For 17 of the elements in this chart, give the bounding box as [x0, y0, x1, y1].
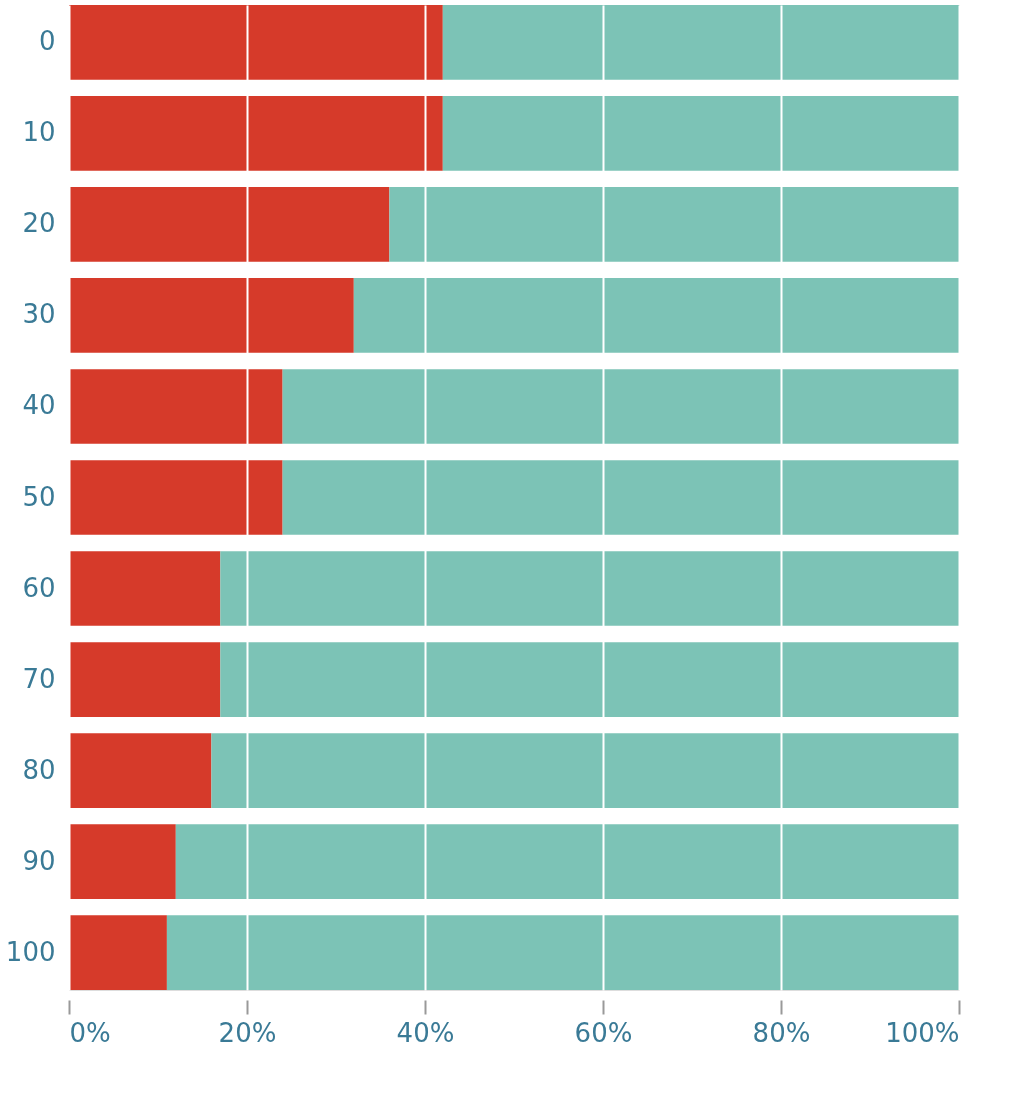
y-tick-label: 60 [22, 572, 56, 603]
y-tick-label: 90 [22, 845, 56, 876]
y-tick-label: 10 [22, 117, 56, 148]
x-tick-label: 80% [752, 1017, 811, 1048]
x-tick-label: 60% [574, 1017, 633, 1048]
x-tick-label: 20% [218, 1017, 277, 1048]
y-tick-label: 20 [22, 208, 56, 239]
y-tick-label: 0 [38, 26, 56, 57]
y-tick-label: 100 [5, 936, 56, 967]
y-tick-label: 80 [22, 754, 56, 785]
y-tick-label: 40 [22, 390, 56, 421]
x-tick-label: 40% [396, 1017, 455, 1048]
y-tick-label: 30 [22, 299, 56, 330]
y-tick-label: 50 [22, 481, 56, 512]
x-tick-label: 100% [885, 1017, 960, 1048]
x-tick-label: 0% [69, 1017, 111, 1048]
y-tick-label: 70 [22, 663, 56, 694]
